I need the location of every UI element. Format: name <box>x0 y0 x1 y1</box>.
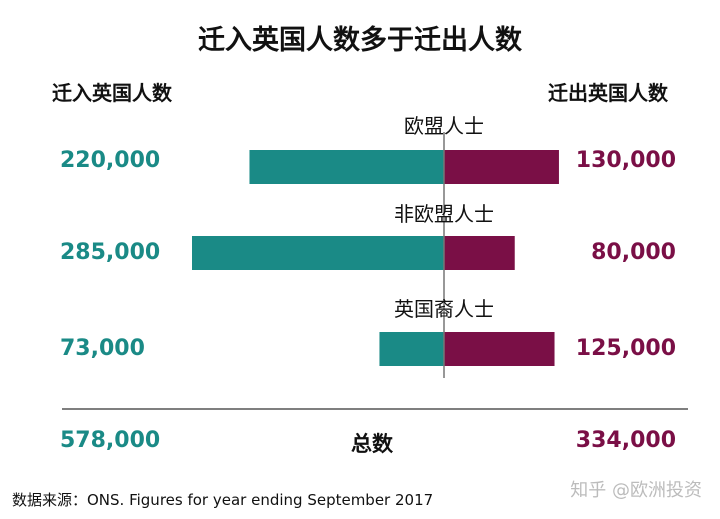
chart-title: 迁入英国人数多于迁出人数 <box>198 25 522 56</box>
bar-out-1 <box>444 150 559 184</box>
total-out-value: 334,000 <box>575 428 676 453</box>
value-in-3: 73,000 <box>60 336 145 361</box>
category-label-2: 非欧盟人士 <box>394 202 494 226</box>
bar-out-3 <box>444 332 555 366</box>
bar-in-3 <box>379 332 444 366</box>
category-label-3: 英国裔人士 <box>394 297 494 321</box>
category-label-1: 欧盟人士 <box>404 114 484 138</box>
total-in-value: 578,000 <box>60 428 161 453</box>
immigration-header: 迁入英国人数 <box>52 81 172 105</box>
total-label: 总数 <box>351 432 393 456</box>
bar-out-2 <box>444 236 515 270</box>
value-out-1: 130,000 <box>575 148 676 173</box>
value-in-1: 220,000 <box>60 148 161 173</box>
value-out-2: 80,000 <box>591 240 676 265</box>
bar-in-2 <box>192 236 444 270</box>
value-out-3: 125,000 <box>575 336 676 361</box>
emigration-header: 迁出英国人数 <box>548 81 668 105</box>
bar-in-1 <box>249 150 444 184</box>
value-in-2: 285,000 <box>60 240 161 265</box>
watermark: 知乎 @欧洲投资 <box>570 480 702 501</box>
source-note: 数据来源：ONS. Figures for year ending Septem… <box>12 491 434 509</box>
